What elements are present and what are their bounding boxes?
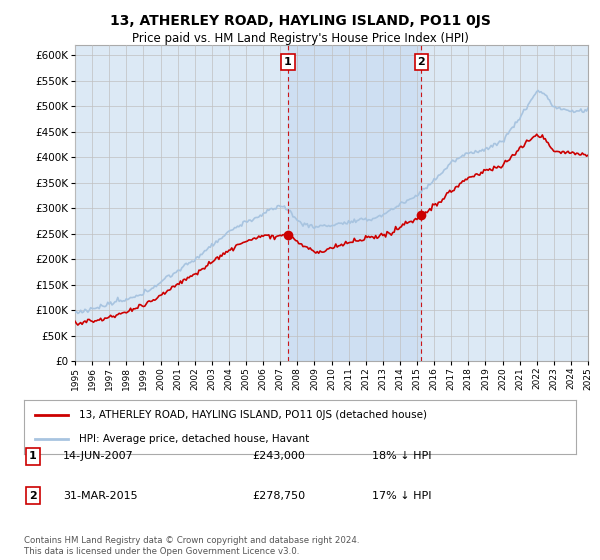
Text: 31-MAR-2015: 31-MAR-2015 <box>63 491 137 501</box>
Text: 17% ↓ HPI: 17% ↓ HPI <box>372 491 431 501</box>
Text: 1: 1 <box>284 57 292 67</box>
Text: £243,000: £243,000 <box>252 451 305 461</box>
Text: 2: 2 <box>418 57 425 67</box>
Text: Contains HM Land Registry data © Crown copyright and database right 2024.
This d: Contains HM Land Registry data © Crown c… <box>24 536 359 556</box>
Text: 1: 1 <box>29 451 37 461</box>
Text: HPI: Average price, detached house, Havant: HPI: Average price, detached house, Hava… <box>79 433 310 444</box>
Text: 13, ATHERLEY ROAD, HAYLING ISLAND, PO11 0JS: 13, ATHERLEY ROAD, HAYLING ISLAND, PO11 … <box>110 14 490 28</box>
Text: 13, ATHERLEY ROAD, HAYLING ISLAND, PO11 0JS (detached house): 13, ATHERLEY ROAD, HAYLING ISLAND, PO11 … <box>79 410 427 421</box>
Text: Price paid vs. HM Land Registry's House Price Index (HPI): Price paid vs. HM Land Registry's House … <box>131 32 469 45</box>
Text: 14-JUN-2007: 14-JUN-2007 <box>63 451 134 461</box>
Text: £278,750: £278,750 <box>252 491 305 501</box>
Text: 18% ↓ HPI: 18% ↓ HPI <box>372 451 431 461</box>
Text: 2: 2 <box>29 491 37 501</box>
Bar <box>288 45 421 361</box>
